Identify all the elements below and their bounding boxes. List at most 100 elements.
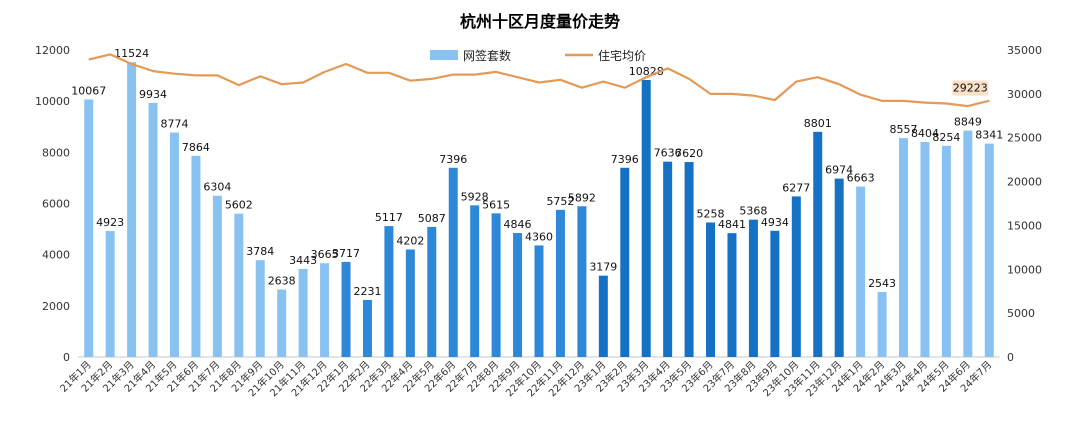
bar [791, 196, 801, 357]
bars [84, 62, 994, 358]
bar-value-label: 7864 [182, 141, 210, 154]
bar-value-label: 7636 [654, 147, 682, 160]
bar-value-label: 9934 [139, 88, 167, 101]
bar-value-label: 10067 [71, 84, 106, 97]
bar-value-label: 4841 [718, 218, 746, 231]
y-left-tick-label: 12000 [35, 44, 70, 57]
bar-value-label: 4934 [761, 216, 789, 229]
bar [470, 205, 480, 357]
bar-value-label: 7620 [675, 147, 703, 160]
legend-label-line: 住宅均价 [598, 48, 646, 63]
bar-value-label: 4846 [504, 218, 532, 231]
bar-value-label: 5892 [568, 191, 596, 204]
bar [641, 79, 651, 357]
bar [362, 299, 372, 357]
bar [84, 99, 94, 358]
bar [620, 167, 630, 357]
y-right-tick-label: 15000 [1007, 219, 1042, 232]
bar [727, 233, 737, 357]
bar-value-label: 2638 [268, 275, 296, 288]
bar-value-label: 4923 [96, 216, 124, 229]
bar [427, 226, 437, 357]
x-tick-labels: 21年1月21年2月21年3月21年4月21年5月21年6月21年7月21年8月… [57, 358, 994, 399]
y-left-tick-label: 6000 [42, 198, 70, 211]
bar [941, 145, 951, 357]
bar [169, 132, 179, 357]
bar [148, 102, 158, 357]
bar [405, 249, 415, 357]
y-left-tick-label: 8000 [42, 146, 70, 159]
price-line-group: 29223 [88, 53, 990, 108]
y-left-tick-label: 4000 [42, 249, 70, 262]
bar-value-label: 8801 [804, 117, 832, 130]
bar [234, 213, 244, 357]
bar [856, 186, 866, 357]
bar [320, 263, 330, 357]
bar-value-label: 8849 [954, 116, 982, 129]
bar [513, 233, 523, 357]
y-left-tick-label: 2000 [42, 300, 70, 313]
bar [448, 167, 458, 357]
bar-value-label: 3179 [589, 261, 617, 274]
bar [770, 230, 780, 357]
bar-value-label: 6663 [847, 172, 875, 185]
bar [706, 222, 716, 357]
bar [384, 226, 394, 357]
bar [105, 231, 115, 357]
y-right-tick-label: 5000 [1007, 307, 1035, 320]
bar-value-label: 5258 [697, 207, 725, 220]
bar [341, 261, 351, 357]
bar-value-label: 7396 [439, 153, 467, 166]
axes: 0 2000 4000 6000 8000 10000 12000 0 5000 10000 150… [35, 44, 1042, 364]
price-callout-box [952, 80, 989, 96]
chart-title: 杭州十区月度量价走势 [460, 12, 620, 31]
bar-value-label: 4202 [396, 234, 424, 247]
bar [877, 291, 887, 357]
legend-swatch-bars [430, 50, 458, 60]
bar [127, 62, 137, 357]
y-right-tick-label: 30000 [1007, 88, 1042, 101]
bar [748, 219, 758, 357]
bar [834, 178, 844, 357]
bar-value-label: 3443 [289, 254, 317, 267]
y-right-tick-label: 25000 [1007, 132, 1042, 145]
bar-value-label: 8254 [932, 131, 960, 144]
bar-value-label: 6974 [825, 164, 853, 177]
price-line [88, 53, 990, 108]
bar-value-label: 8557 [890, 123, 918, 136]
bar-value-label: 3784 [246, 245, 274, 258]
bar [598, 275, 608, 357]
bar-value-label: 5928 [461, 190, 489, 203]
bar [298, 268, 308, 357]
bar-value-label: 5117 [375, 211, 403, 224]
bar-value-label: 2231 [353, 285, 381, 298]
bar-value-label: 11524 [114, 47, 149, 60]
bar [491, 213, 501, 357]
legend: 网签套数 住宅均价 [430, 48, 646, 63]
bar-value-label: 3665 [311, 248, 339, 261]
bar [963, 130, 973, 357]
bar [684, 162, 694, 357]
bar-value-label: 8774 [160, 118, 188, 131]
y-right-tick-label: 0 [1007, 351, 1014, 364]
bar [813, 131, 823, 357]
bar-value-label: 3717 [332, 247, 360, 260]
bar-value-label: 5615 [482, 198, 510, 211]
bar-value-label: 5602 [225, 199, 253, 212]
bar [255, 260, 265, 357]
bar [899, 138, 909, 357]
bar-value-label: 5368 [739, 205, 767, 218]
y-right-tick-label: 10000 [1007, 263, 1042, 276]
bar [663, 161, 673, 357]
y-left-tick-label: 10000 [35, 95, 70, 108]
bar-value-label: 6304 [203, 181, 231, 194]
legend-label-bars: 网签套数 [463, 48, 511, 63]
bar-value-label: 4360 [525, 230, 553, 243]
bar [577, 206, 587, 357]
bar-value-label: 2543 [868, 277, 896, 290]
bar-value-label: 5087 [418, 212, 446, 225]
bar-labels: 10067 4923 11524 9934 8774 7864 6304 5602 3784 26… [71, 47, 1003, 298]
y-right-tick-label: 35000 [1007, 44, 1042, 57]
